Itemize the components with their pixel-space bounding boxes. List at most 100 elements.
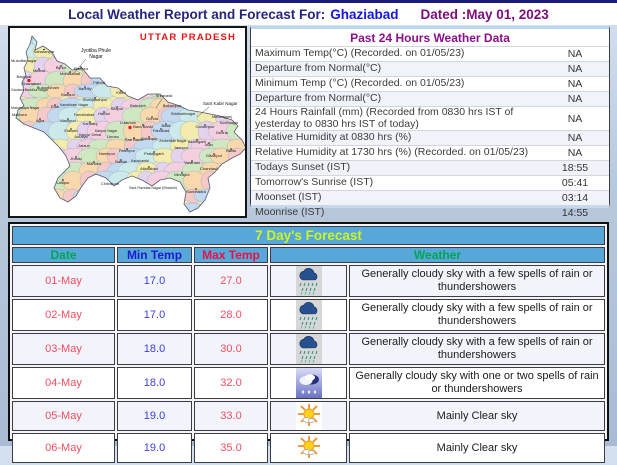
svg-text:Chitrakoot: Chitrakoot	[101, 181, 120, 186]
page-title: Local Weather Report and Forecast For: Gh…	[0, 3, 617, 25]
svg-text:Etah: Etah	[51, 104, 59, 109]
table-row: Moonrise (IST) 14:55	[251, 205, 609, 220]
table-row: 24 Hours Rainfall (mm) (Recorded from 08…	[251, 106, 609, 130]
svg-text:Rampur: Rampur	[74, 66, 89, 71]
weather-description: Generally cloudy sky with a few spells o…	[349, 265, 605, 297]
svg-text:Mirzapur: Mirzapur	[174, 172, 190, 177]
column-header-max: Max Temp	[194, 247, 268, 263]
svg-text:Rae Bareli: Rae Bareli	[125, 137, 144, 142]
table-row: Minimum Temp (°C) (Recorded. on 01/05/23…	[251, 76, 609, 91]
svg-text:Sultanpur: Sultanpur	[140, 136, 158, 141]
forecast-max-temp: 30.0	[194, 333, 268, 365]
svg-text:Jhansi: Jhansi	[70, 156, 82, 161]
forecast-row: 01-May 17.0 27.0 Generally cloudy sky wi…	[12, 265, 605, 297]
past-24-header: Past 24 Hours Weather Data	[350, 30, 510, 45]
weather-icon-cell	[270, 433, 347, 463]
forecast-row: 05-May 19.0 33.0 Mainly Clear sky	[12, 401, 605, 431]
weather-icon-cell	[270, 333, 347, 365]
svg-text:Balrampur: Balrampur	[163, 103, 182, 108]
rain-showers-icon	[295, 368, 322, 398]
svg-text:Sitapur: Sitapur	[111, 106, 124, 111]
svg-text:Farrukhabad: Farrukhabad	[74, 113, 94, 117]
table-row: Relative Humidity at 1730 hrs (%) (Recor…	[251, 145, 609, 160]
jyotiba-phule-callout: Jyotiba Phule Nagar	[73, 48, 111, 74]
svg-text:Varanasi: Varanasi	[184, 160, 200, 165]
rain-icon	[295, 266, 322, 296]
weather-icon-cell	[270, 367, 347, 399]
forecast-date: 04-May	[12, 367, 115, 399]
svg-text:Allahabad: Allahabad	[140, 166, 158, 171]
svg-text:Etawah: Etawah	[64, 128, 77, 133]
svg-text:Lucknow: Lucknow	[120, 120, 136, 125]
weather-icon-cell	[270, 299, 347, 331]
svg-text:Kaushambi: Kaushambi	[131, 159, 149, 163]
dated-text: Dated :May 01, 2023	[420, 6, 549, 22]
svg-text:Banda: Banda	[115, 159, 127, 164]
forecast-row: 06-May 19.0 35.0 Mainly Clear sky	[12, 433, 605, 463]
past-24-hours-panel: Past 24 Hours Weather Data Maximum Temp(…	[250, 26, 610, 219]
svg-text:Bareilly: Bareilly	[78, 86, 91, 91]
rain-icon	[295, 300, 322, 330]
table-row: Tomorrow's Sunrise (IST) 05:41	[251, 175, 609, 190]
svg-text:Fatehpur: Fatehpur	[119, 148, 136, 153]
weather-description: Mainly Clear sky	[349, 401, 605, 431]
weather-description: Generally cloudy sky with a few spells o…	[349, 333, 605, 365]
forecast-row: 02-May 17.0 28.0 Generally cloudy sky wi…	[12, 299, 605, 331]
svg-text:Gonda: Gonda	[146, 116, 159, 121]
table-row: Relative Humidity at 0830 hrs (%) NA	[251, 130, 609, 145]
district-dots	[38, 48, 232, 190]
svg-text:Jaunpur: Jaunpur	[174, 145, 189, 150]
forecast-min-temp: 18.0	[117, 333, 192, 365]
state-title: UTTAR PRADESH	[140, 32, 236, 43]
district-labels: Saharanpur Muzaffarnagar Bijnor Meerut B…	[11, 49, 239, 194]
lucknow-marker	[128, 125, 132, 130]
uttar-pradesh-map-svg: UTTAR PRADESH Jyotiba Phule Nagar Sant K…	[11, 32, 245, 213]
top-divider	[0, 0, 617, 3]
forecast-title: 7 Day's Forecast	[12, 226, 605, 245]
table-row: Departure from Normal(°C) NA	[251, 91, 609, 106]
svg-text:Maharajganj: Maharajganj	[212, 115, 232, 119]
svg-text:Ambedkar Nagar: Ambedkar Nagar	[159, 139, 187, 143]
svg-text:Hardoi: Hardoi	[98, 111, 110, 116]
svg-text:Sant Kabir Nagar: Sant Kabir Nagar	[203, 101, 238, 106]
svg-text:Bijnor: Bijnor	[56, 65, 67, 70]
svg-text:Kanshiram Nagar: Kanshiram Nagar	[60, 103, 89, 107]
svg-text:Deoria: Deoria	[216, 130, 229, 135]
svg-text:Kanpur Nagar: Kanpur Nagar	[95, 129, 118, 133]
svg-text:Kheri: Kheri	[116, 90, 125, 95]
sunny-icon	[295, 434, 322, 462]
svg-text:Moradabad: Moradabad	[60, 71, 80, 76]
svg-text:Agra: Agra	[36, 118, 45, 123]
forecast-min-temp: 18.0	[117, 367, 192, 399]
svg-text:Jyotiba Phule: Jyotiba Phule	[81, 48, 111, 54]
svg-text:Budaun: Budaun	[61, 92, 75, 97]
weather-description: Generally cloudy sky with a few spells o…	[349, 299, 605, 331]
sant-kabir-callout: Sant Kabir Nagar	[196, 101, 238, 118]
svg-text:Siddharthnagar: Siddharthnagar	[171, 112, 196, 116]
svg-text:Mahamaya Nagar: Mahamaya Nagar	[11, 106, 40, 110]
svg-text:Kushinagar: Kushinagar	[220, 121, 239, 125]
forecast-date: 02-May	[12, 299, 115, 331]
shravasti-leader-line	[155, 98, 163, 109]
weather-description: Mainly Clear sky	[349, 433, 605, 463]
forecast-max-temp: 35.0	[194, 433, 268, 463]
svg-text:Hamirpur: Hamirpur	[99, 151, 116, 156]
svg-text:Mathura: Mathura	[12, 112, 27, 117]
forecast-date: 05-May	[12, 401, 115, 431]
svg-text:Ghaziabad: Ghaziabad	[21, 81, 40, 86]
svg-text:Shahjahanpur: Shahjahanpur	[83, 97, 109, 102]
uttar-pradesh-map: UTTAR PRADESH Jyotiba Phule Nagar Sant K…	[8, 26, 247, 218]
svg-text:Ghazipur: Ghazipur	[206, 153, 223, 158]
svg-text:Shravasti: Shravasti	[156, 93, 173, 98]
weather-icon-cell	[270, 401, 347, 431]
weather-icon-cell	[270, 265, 347, 297]
table-row: Todays Sunset (IST) 18:55	[251, 160, 609, 175]
table-row: Departure from Normal(°C) NA	[251, 61, 609, 76]
svg-text:Muzaffarnagar: Muzaffarnagar	[11, 58, 37, 63]
svg-text:Gorakhpur: Gorakhpur	[196, 124, 216, 129]
svg-text:Pilibhit: Pilibhit	[93, 80, 106, 85]
svg-text:Chandauli: Chandauli	[200, 166, 218, 171]
svg-text:Lalitpur: Lalitpur	[56, 180, 70, 185]
svg-text:Kannauj: Kannauj	[83, 121, 98, 126]
forecast-row: 03-May 18.0 30.0 Generally cloudy sky wi…	[12, 333, 605, 365]
